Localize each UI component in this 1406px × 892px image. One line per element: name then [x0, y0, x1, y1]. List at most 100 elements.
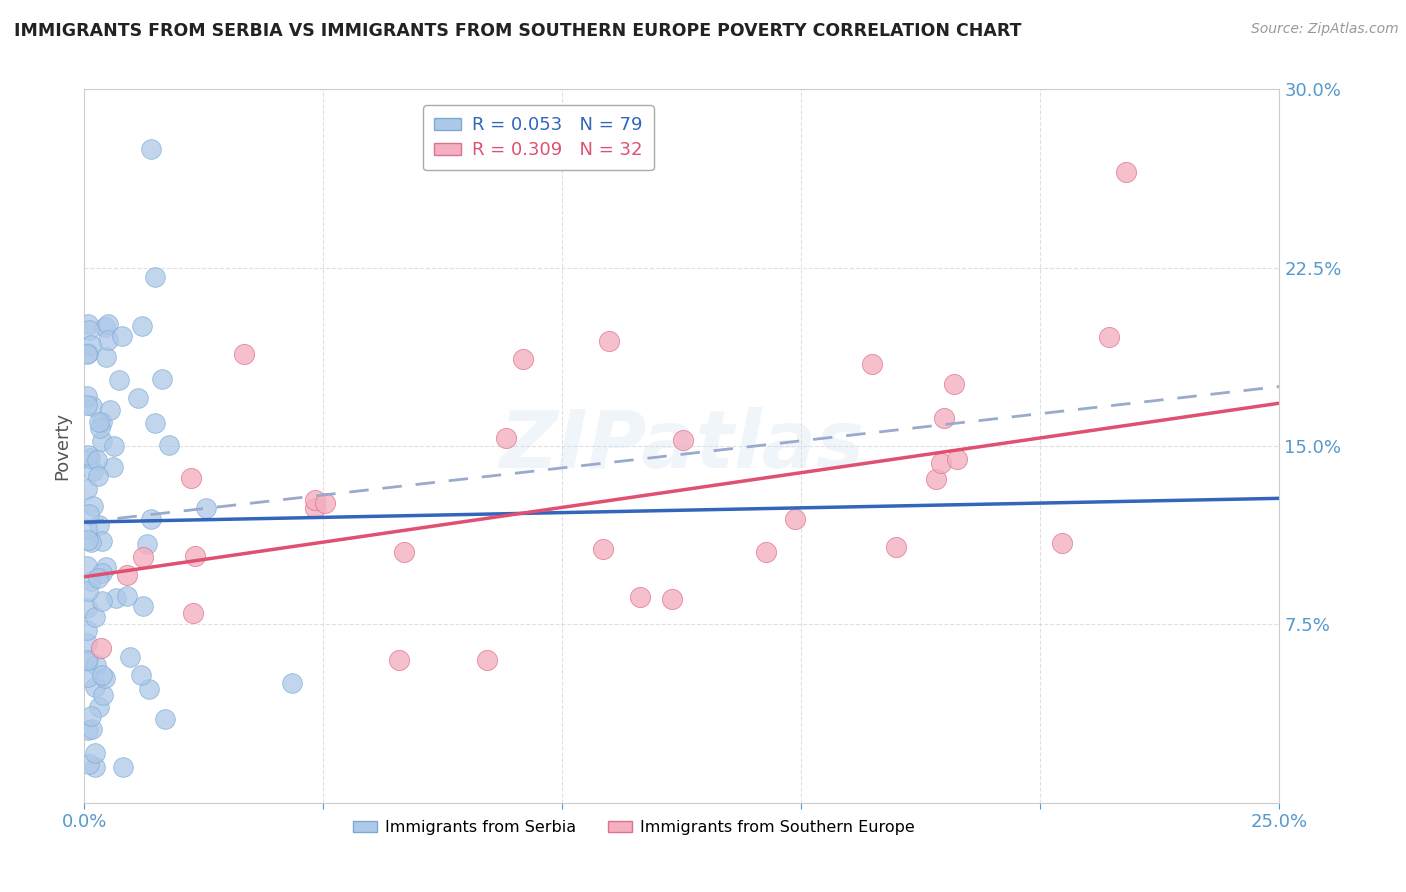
- Point: [120, 650, 142, 665]
- Point: [76, 601, 98, 615]
- Point: [76, 623, 98, 637]
- Point: [77, 533, 100, 547]
- Point: [80, 723, 103, 737]
- Point: [143, 270, 166, 285]
- Point: [1098, 329, 1121, 343]
- Point: [946, 452, 969, 467]
- Point: [77, 670, 100, 684]
- Point: [1115, 165, 1137, 179]
- Point: [477, 653, 499, 667]
- Point: [131, 318, 153, 333]
- Point: [934, 410, 956, 425]
- Point: [135, 537, 157, 551]
- Point: [97, 333, 120, 347]
- Legend: Immigrants from Serbia, Immigrants from Southern Europe: Immigrants from Serbia, Immigrants from …: [347, 814, 921, 841]
- Point: [87, 700, 110, 714]
- Point: [77, 723, 100, 738]
- Point: [103, 439, 125, 453]
- Point: [127, 392, 149, 406]
- Point: [94, 559, 117, 574]
- Point: [90, 641, 112, 656]
- Point: [141, 511, 163, 525]
- Point: [104, 591, 127, 605]
- Point: [91, 533, 114, 548]
- Point: [89, 420, 111, 434]
- Point: [76, 654, 98, 668]
- Point: [80, 535, 103, 549]
- Point: [90, 668, 112, 682]
- Point: [89, 415, 111, 429]
- Point: [87, 468, 110, 483]
- Point: [280, 675, 302, 690]
- Point: [111, 329, 134, 343]
- Point: [184, 549, 207, 563]
- Point: [304, 500, 326, 515]
- Point: [661, 592, 683, 607]
- Point: [98, 403, 121, 417]
- Point: [107, 373, 129, 387]
- Point: [89, 518, 111, 533]
- Point: [76, 347, 98, 361]
- Point: [84, 760, 107, 774]
- Text: ZIPatlas: ZIPatlas: [499, 407, 865, 485]
- Point: [91, 688, 114, 702]
- Point: [131, 550, 153, 565]
- Point: [860, 357, 883, 371]
- Point: [76, 482, 98, 496]
- Point: [141, 142, 163, 156]
- Point: [387, 653, 409, 667]
- Point: [90, 594, 112, 608]
- Point: [80, 338, 103, 352]
- Point: [925, 472, 948, 486]
- Point: [76, 559, 98, 574]
- Point: [76, 653, 98, 667]
- Point: [138, 681, 160, 696]
- Point: [195, 500, 218, 515]
- Y-axis label: Poverty: Poverty: [53, 412, 72, 480]
- Point: [150, 372, 173, 386]
- Point: [80, 709, 103, 723]
- Point: [111, 760, 134, 774]
- Point: [76, 398, 98, 412]
- Point: [392, 545, 415, 559]
- Point: [77, 323, 100, 337]
- Point: [96, 350, 118, 364]
- Point: [87, 571, 110, 585]
- Point: [143, 416, 166, 430]
- Point: [180, 470, 202, 484]
- Point: [86, 452, 108, 467]
- Point: [115, 567, 138, 582]
- Point: [76, 389, 98, 403]
- Point: [157, 438, 180, 452]
- Point: [84, 746, 107, 760]
- Point: [80, 399, 103, 413]
- Point: [943, 377, 966, 392]
- Point: [884, 540, 907, 554]
- Point: [76, 522, 98, 536]
- Point: [628, 591, 651, 605]
- Point: [84, 610, 107, 624]
- Point: [117, 590, 139, 604]
- Point: [90, 434, 112, 448]
- Point: [755, 544, 778, 558]
- Point: [495, 431, 517, 445]
- Point: [91, 415, 114, 429]
- Point: [90, 566, 112, 580]
- Text: Source: ZipAtlas.com: Source: ZipAtlas.com: [1251, 22, 1399, 37]
- Point: [94, 320, 117, 334]
- Point: [84, 658, 107, 673]
- Point: [94, 671, 117, 685]
- Point: [129, 668, 152, 682]
- Point: [512, 352, 534, 367]
- Point: [672, 433, 695, 447]
- Point: [97, 317, 120, 331]
- Point: [153, 712, 176, 726]
- Point: [931, 456, 953, 470]
- Point: [82, 499, 104, 513]
- Point: [77, 756, 100, 771]
- Point: [1050, 536, 1073, 550]
- Point: [82, 464, 104, 478]
- Point: [76, 346, 98, 360]
- Point: [181, 606, 204, 620]
- Point: [80, 574, 103, 589]
